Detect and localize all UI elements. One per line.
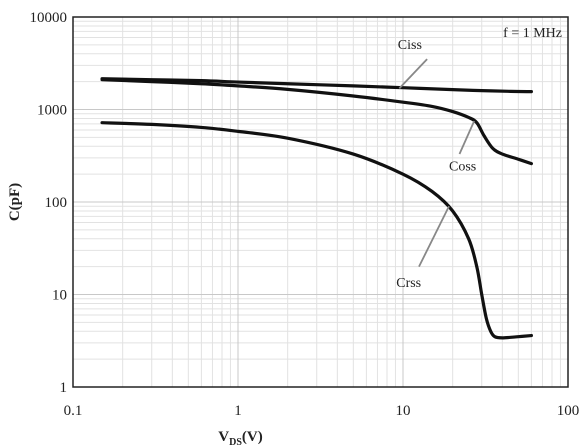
series-line-coss [100, 78, 533, 166]
leader-line-coss [458, 120, 475, 155]
major-grid [73, 17, 568, 387]
frequency-annotation: f = 1 MHz [503, 26, 562, 41]
plot-frame [72, 16, 569, 388]
series-label-coss: Coss [449, 159, 476, 174]
series-line-ciss [100, 77, 533, 94]
y-tick-label: 10 [52, 288, 67, 304]
leader-line-crss [418, 205, 450, 268]
y-tick-label: 1 [60, 380, 68, 396]
x-axis-label-sub: DS [229, 437, 242, 448]
y-tick-labels: 1 10 100 1000 10000 [30, 10, 68, 396]
x-tick-label: 100 [557, 403, 580, 419]
x-tick-labels: 0.1 1 10 100 [64, 403, 580, 419]
y-tick-label: 1000 [37, 103, 67, 119]
series-line-crss [100, 121, 533, 340]
x-tick-label: 10 [396, 403, 411, 419]
series-label-crss: Crss [396, 276, 421, 291]
leader-line-ciss [398, 58, 428, 90]
series-layer [100, 77, 533, 340]
y-tick-label: 10000 [30, 10, 68, 26]
x-tick-label: 0.1 [64, 403, 83, 419]
series-label-ciss: Ciss [398, 38, 422, 53]
series-labels: Ciss Coss Crss [396, 38, 476, 291]
x-axis-label-tail: (V) [242, 429, 263, 445]
y-axis-label: C(pF) [7, 183, 23, 221]
x-tick-label: 1 [234, 403, 242, 419]
x-axis-label-main: V [218, 429, 229, 445]
y-tick-label: 100 [45, 195, 68, 211]
x-axis-label: VDS(V) [218, 429, 262, 448]
